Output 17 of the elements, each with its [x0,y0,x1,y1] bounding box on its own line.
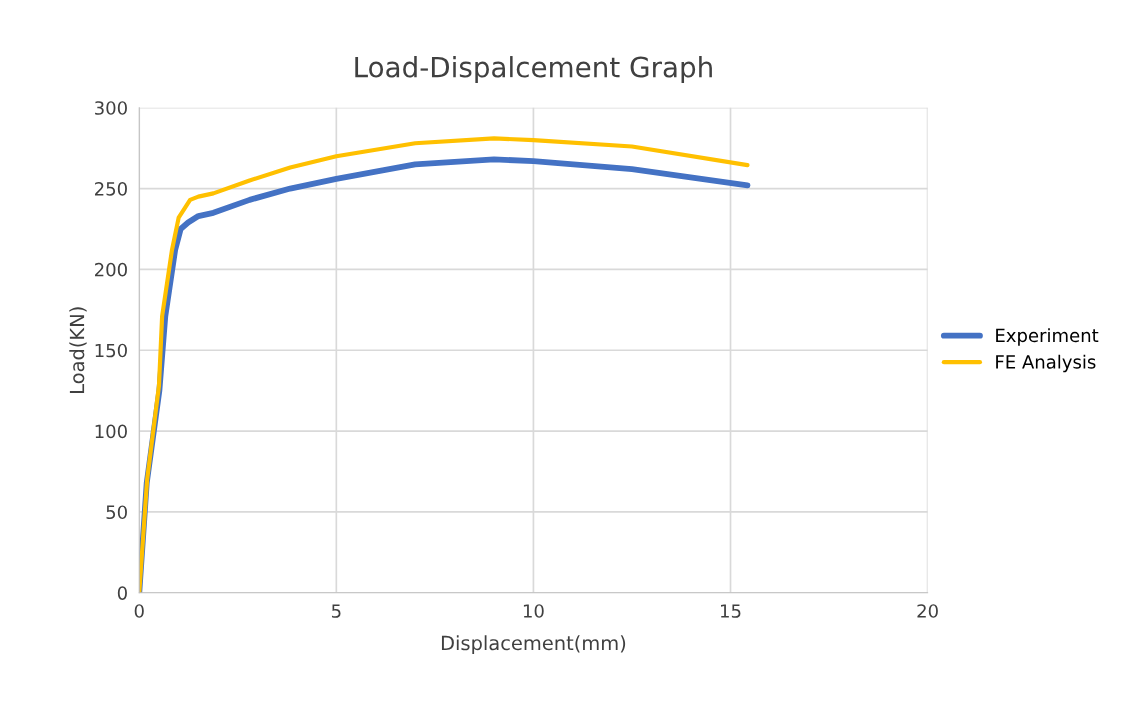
y-tick-label: 250 [95,182,127,196]
x-axis-title: Displacement(mm) [441,635,626,655]
chart-title: Load-Dispalcement Graph [355,56,712,83]
y-axis-title: Load(KN) [69,307,87,393]
x-tick-label: 5 [331,604,341,618]
x-tick-label: 15 [721,604,741,618]
legend-label: FE Analysis [996,354,1096,373]
y-tick-label: 100 [95,424,127,439]
y-tick-label: 150 [95,343,127,358]
x-tick-label: 10 [523,604,544,618]
x-tick-label: 0 [134,604,144,618]
y-tick-label: 300 [95,101,127,115]
legend-label: Experiment [996,328,1099,346]
y-tick-label: 0 [117,586,127,600]
y-tick-label: 200 [95,262,127,277]
x-tick-label: 20 [917,604,938,618]
y-tick-label: 50 [106,505,127,520]
